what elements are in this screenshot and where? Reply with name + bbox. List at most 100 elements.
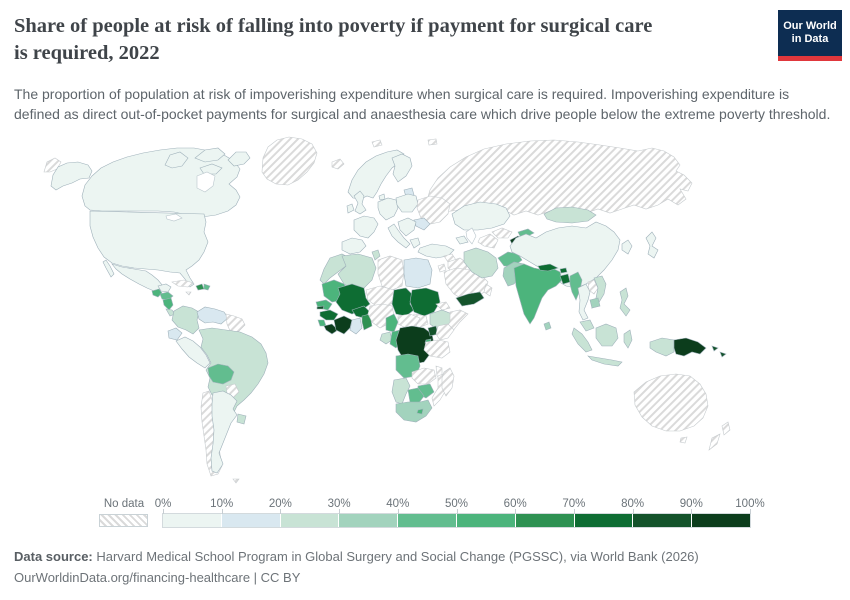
country-ukraine[interactable]	[416, 195, 451, 225]
country-ghana[interactable]	[349, 317, 363, 335]
country-gabon[interactable]	[379, 331, 393, 345]
country-iceland[interactable]	[331, 158, 345, 170]
country-jamaica[interactable]	[185, 291, 192, 296]
country-jordan[interactable]	[437, 263, 447, 273]
country-romania[interactable]	[413, 217, 431, 231]
country-libya[interactable]	[377, 255, 405, 291]
country-namibia[interactable]	[391, 377, 411, 405]
country-haiti[interactable]	[195, 283, 205, 291]
country-france[interactable]	[353, 215, 379, 239]
country-kyrgyzstan[interactable]	[517, 228, 535, 238]
country-solomon-islands[interactable]	[711, 345, 719, 352]
country-sierra-leone[interactable]	[317, 319, 327, 327]
country-guatemala[interactable]	[151, 288, 163, 298]
country-united-states[interactable]	[89, 210, 209, 288]
owid-logo[interactable]: Our World in Data	[778, 10, 842, 61]
country-canada[interactable]	[81, 147, 241, 218]
country-papua-new-guinea[interactable]	[673, 337, 707, 357]
country-venezuela[interactable]	[196, 306, 229, 325]
country-eritrea[interactable]	[435, 301, 451, 311]
country-russia[interactable]	[427, 138, 438, 146]
country-new-zealand[interactable]	[721, 421, 731, 436]
country-germany[interactable]	[377, 197, 399, 221]
country-russia[interactable]	[425, 139, 693, 216]
country-canada[interactable]	[227, 151, 251, 167]
country-indonesia[interactable]	[649, 337, 675, 357]
legend-segment-40-50[interactable]	[398, 514, 457, 527]
country-cote-d-ivoire[interactable]	[333, 315, 353, 335]
country-poland[interactable]	[395, 193, 419, 213]
legend-segment-20-30[interactable]	[280, 514, 340, 527]
country-nicaragua[interactable]	[162, 297, 174, 311]
country-iran[interactable]	[463, 247, 499, 279]
legend-colorbar[interactable]	[162, 513, 751, 528]
country-greenland[interactable]	[261, 136, 318, 186]
country-indonesia[interactable]	[623, 329, 633, 349]
country-denmark[interactable]	[378, 193, 386, 201]
country-lesotho[interactable]	[416, 408, 424, 415]
country-greece[interactable]	[409, 237, 421, 249]
country-ireland[interactable]	[346, 203, 355, 214]
country-guinea[interactable]	[319, 309, 339, 321]
country-thailand[interactable]	[577, 283, 591, 321]
country-italy[interactable]	[387, 223, 411, 249]
country-australia[interactable]	[679, 436, 688, 444]
country-guyana[interactable]	[225, 313, 246, 334]
country-malaysia[interactable]	[579, 319, 595, 332]
license-line[interactable]: OurWorldinData.org/financing-healthcare …	[14, 570, 301, 585]
country-serbia[interactable]	[397, 217, 417, 237]
country-finland[interactable]	[391, 153, 413, 183]
country-australia[interactable]	[633, 373, 709, 432]
country-central-african-republic[interactable]	[397, 313, 421, 329]
country-egypt[interactable]	[403, 257, 433, 289]
country-indonesia[interactable]	[595, 323, 619, 347]
country-solomon-islands[interactable]	[719, 351, 727, 358]
country-zambia[interactable]	[411, 367, 437, 385]
country-new-zealand[interactable]	[708, 433, 721, 451]
country-argentina[interactable]	[210, 390, 238, 474]
country-bolivia[interactable]	[207, 363, 235, 385]
country-mexico[interactable]	[102, 259, 115, 278]
country-spain[interactable]	[341, 237, 367, 255]
country-cambodia[interactable]	[589, 297, 601, 309]
country-russia[interactable]	[371, 139, 383, 148]
country-south-africa[interactable]	[395, 399, 433, 423]
legend-segment-30-40[interactable]	[339, 514, 399, 527]
country-dominican-republic[interactable]	[203, 283, 211, 291]
country-nepal[interactable]	[537, 263, 559, 272]
country-cuba[interactable]	[171, 279, 194, 288]
legend-segment-70-80[interactable]	[574, 514, 634, 527]
country-laos[interactable]	[587, 279, 599, 295]
country-philippines[interactable]	[619, 287, 631, 317]
legend-segment-0-10[interactable]	[163, 514, 222, 527]
legend-segment-90-100[interactable]	[692, 514, 750, 527]
country-yemen[interactable]	[455, 291, 485, 307]
country-gambia[interactable]	[316, 305, 325, 310]
country-oman[interactable]	[483, 283, 493, 297]
country-turkmenistan[interactable]	[477, 233, 499, 249]
country-kazakhstan[interactable]	[451, 201, 511, 231]
legend-segment-50-60[interactable]	[456, 514, 516, 527]
country-canada[interactable]	[199, 163, 223, 175]
country-cameroon[interactable]	[385, 313, 399, 333]
country-united-kingdom[interactable]	[353, 190, 367, 215]
country-kenya[interactable]	[435, 323, 455, 341]
country-south-korea[interactable]	[621, 239, 633, 255]
country-bhutan[interactable]	[559, 267, 568, 274]
country-uruguay[interactable]	[236, 413, 247, 425]
country-tunisia[interactable]	[371, 249, 381, 261]
country-peru[interactable]	[175, 336, 211, 369]
country-uzbekistan[interactable]	[491, 227, 513, 239]
country-liberia[interactable]	[323, 323, 339, 335]
country-indonesia[interactable]	[587, 355, 623, 367]
country-india[interactable]	[513, 263, 563, 325]
country-united-states[interactable]	[50, 161, 93, 191]
country-georgia[interactable]	[455, 235, 469, 245]
legend-segment-60-70[interactable]	[515, 514, 575, 527]
country-mongolia[interactable]	[543, 206, 597, 224]
country-tanzania[interactable]	[423, 339, 451, 359]
country-mexico[interactable]	[157, 283, 172, 293]
country-japan[interactable]	[645, 231, 659, 259]
country-falkland-islands[interactable]	[232, 478, 240, 484]
